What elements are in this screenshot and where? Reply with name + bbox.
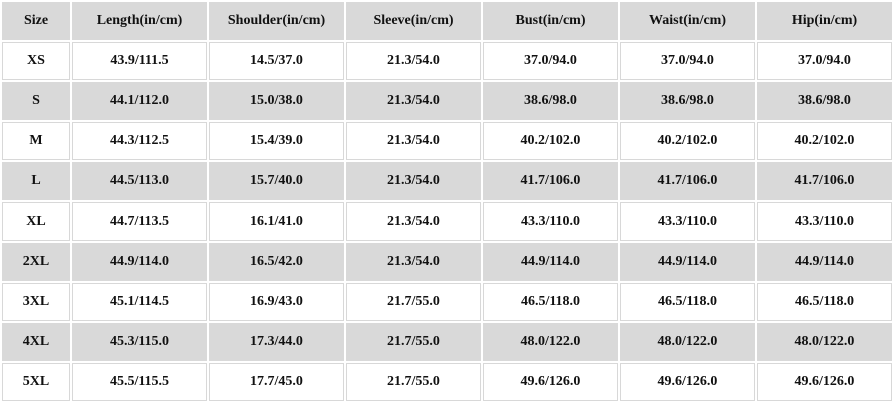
cell: 21.3/54.0 (346, 162, 481, 201)
header-cell: Waist(in/cm) (620, 2, 755, 41)
data-row: M 44.3/112.5 15.4/39.0 21.3/54.0 40.2/102.0 4… (2, 122, 892, 161)
cell: L (2, 162, 70, 201)
cell: 46.5/118.0 (757, 282, 892, 321)
cell: 45.5/115.5 (72, 362, 207, 401)
header-cell: Length(in/cm) (72, 2, 207, 41)
data-row: 5XL 45.5/115.5 17.7/45.0 21.7/55.0 49.6/126.… (2, 362, 892, 401)
cell: 15.4/39.0 (209, 122, 344, 161)
cell: 48.0/122.0 (620, 322, 755, 361)
cell: 43.3/110.0 (620, 202, 755, 241)
cell: 38.6/98.0 (483, 82, 618, 121)
data-row: 3XL 45.1/114.5 16.9/43.0 21.7/55.0 46.5/118.… (2, 282, 892, 321)
header-row: Size Length(in/cm) Shoulder(in/cm) Sleeve(i… (2, 2, 892, 41)
cell: 40.2/102.0 (757, 122, 892, 161)
cell: 46.5/118.0 (620, 282, 755, 321)
cell: 2XL (2, 242, 70, 281)
cell: 21.7/55.0 (346, 362, 481, 401)
cell: 21.3/54.0 (346, 242, 481, 281)
cell: 14.5/37.0 (209, 42, 344, 81)
cell: 21.7/55.0 (346, 282, 481, 321)
cell: 44.3/112.5 (72, 122, 207, 161)
cell: 40.2/102.0 (483, 122, 618, 161)
cell: 16.5/42.0 (209, 242, 344, 281)
cell: 21.3/54.0 (346, 202, 481, 241)
cell: 15.7/40.0 (209, 162, 344, 201)
cell: 44.9/114.0 (757, 242, 892, 281)
cell: 44.7/113.5 (72, 202, 207, 241)
cell: 43.3/110.0 (757, 202, 892, 241)
data-row: XS 43.9/111.5 14.5/37.0 21.3/54.0 37.0/94.0 3… (2, 42, 892, 81)
cell: 37.0/94.0 (483, 42, 618, 81)
cell: 3XL (2, 282, 70, 321)
data-row: L 44.5/113.0 15.7/40.0 21.3/54.0 41.7/106.0 4… (2, 162, 892, 201)
cell: 48.0/122.0 (757, 322, 892, 361)
cell: 21.7/55.0 (346, 322, 481, 361)
cell: 5XL (2, 362, 70, 401)
cell: 37.0/94.0 (620, 42, 755, 81)
cell: 37.0/94.0 (757, 42, 892, 81)
cell: 15.0/38.0 (209, 82, 344, 121)
cell: 44.9/114.0 (483, 242, 618, 281)
header-cell: Bust(in/cm) (483, 2, 618, 41)
cell: 38.6/98.0 (620, 82, 755, 121)
cell: 16.1/41.0 (209, 202, 344, 241)
header-cell: Hip(in/cm) (757, 2, 892, 41)
cell: 38.6/98.0 (757, 82, 892, 121)
cell: 21.3/54.0 (346, 42, 481, 81)
data-row: 2XL 44.9/114.0 16.5/42.0 21.3/54.0 44.9/114.… (2, 242, 892, 281)
cell: 45.3/115.0 (72, 322, 207, 361)
data-row: 4XL 45.3/115.0 17.3/44.0 21.7/55.0 48.0/122.… (2, 322, 892, 361)
cell: S (2, 82, 70, 121)
cell: 44.9/114.0 (72, 242, 207, 281)
cell: 41.7/106.0 (620, 162, 755, 201)
data-row: S 44.1/112.0 15.0/38.0 21.3/54.0 38.6/98.0 38… (2, 82, 892, 121)
cell: 45.1/114.5 (72, 282, 207, 321)
cell: 41.7/106.0 (483, 162, 618, 201)
cell: 16.9/43.0 (209, 282, 344, 321)
cell: 43.3/110.0 (483, 202, 618, 241)
cell: 43.9/111.5 (72, 42, 207, 81)
cell: 44.9/114.0 (620, 242, 755, 281)
data-row: XL 44.7/113.5 16.1/41.0 21.3/54.0 43.3/110.0… (2, 202, 892, 241)
cell: XS (2, 42, 70, 81)
cell: 40.2/102.0 (620, 122, 755, 161)
header-cell: Shoulder(in/cm) (209, 2, 344, 41)
cell: M (2, 122, 70, 161)
cell: 44.5/113.0 (72, 162, 207, 201)
cell: 17.7/45.0 (209, 362, 344, 401)
cell: 46.5/118.0 (483, 282, 618, 321)
cell: 17.3/44.0 (209, 322, 344, 361)
cell: 49.6/126.0 (757, 362, 892, 401)
cell: 44.1/112.0 (72, 82, 207, 121)
cell: 48.0/122.0 (483, 322, 618, 361)
cell: 21.3/54.0 (346, 82, 481, 121)
cell: 4XL (2, 322, 70, 361)
cell: 49.6/126.0 (620, 362, 755, 401)
cell: 49.6/126.0 (483, 362, 618, 401)
cell: 41.7/106.0 (757, 162, 892, 201)
header-cell: Sleeve(in/cm) (346, 2, 481, 41)
cell: XL (2, 202, 70, 241)
header-cell: Size (2, 2, 70, 41)
cell: 21.3/54.0 (346, 122, 481, 161)
